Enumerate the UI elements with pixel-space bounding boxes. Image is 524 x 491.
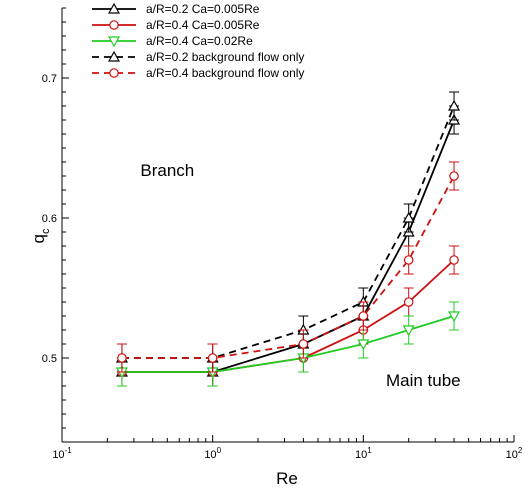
x-tick-label: 10-1 <box>52 446 72 461</box>
data-point <box>298 339 309 349</box>
x-tick-label: 100 <box>204 446 221 461</box>
x-tick-label-exp: 0 <box>217 446 222 455</box>
legend-label: a/R=0.4 Ca=0.02Re <box>146 34 253 48</box>
data-point <box>449 255 459 265</box>
data-point <box>448 99 461 111</box>
legend-entry: a/R=0.4 Ca=0.02Re <box>92 34 253 48</box>
x-tick-label: 101 <box>355 446 372 461</box>
data-point <box>358 311 369 321</box>
series-line <box>121 315 455 373</box>
y-tick-label: 0.5 <box>42 353 57 365</box>
y-tick-label: 0.7 <box>42 73 57 85</box>
data-point <box>403 297 414 307</box>
series-line <box>121 175 455 359</box>
annotations: Branch Main tube <box>140 161 460 390</box>
data-point <box>403 255 414 265</box>
data-point <box>402 211 415 223</box>
data-point <box>117 353 127 363</box>
legend-label: a/R=0.4 background flow only <box>146 66 304 80</box>
data-point <box>357 339 370 351</box>
legend-label: a/R=0.4 Ca=0.005Re <box>146 18 260 32</box>
legend: a/R=0.2 Ca=0.005Re a/R=0.4 Ca=0.005Re a/R=… <box>92 2 304 80</box>
legend-entry: a/R=0.4 Ca=0.005Re <box>92 18 260 32</box>
x-tick-label-base: 10 <box>506 449 518 461</box>
data-point <box>448 311 461 323</box>
x-tick-label-exp: 1 <box>367 446 372 455</box>
y-axis-label-main: q <box>29 234 48 243</box>
x-tick-label-exp: 2 <box>518 446 523 455</box>
legend-entry: a/R=0.2 Ca=0.005Re <box>92 2 260 16</box>
series-layer <box>115 91 461 387</box>
legend-marker <box>107 36 121 48</box>
legend-marker <box>107 2 121 14</box>
legend-marker <box>109 20 119 30</box>
x-tick-label-exp: -1 <box>65 446 73 455</box>
data-point <box>402 325 415 337</box>
annotation: Branch <box>140 161 194 180</box>
legend-entry: a/R=0.2 background flow only <box>92 50 304 64</box>
legend-label: a/R=0.2 background flow only <box>146 50 304 64</box>
x-tick-label-base: 10 <box>52 449 64 461</box>
legend-marker <box>107 50 121 62</box>
data-point <box>207 353 218 363</box>
x-tick-label-base: 10 <box>204 449 216 461</box>
legend-entry: a/R=0.4 background flow only <box>92 66 304 80</box>
y-tick-label: 0.6 <box>42 213 57 225</box>
annotation: Main tube <box>386 371 461 390</box>
legend-label: a/R=0.2 Ca=0.005Re <box>146 2 260 16</box>
x-tick-label: 102 <box>506 446 523 461</box>
y-axis-label-sub: c <box>40 228 52 234</box>
y-axis-label: qc <box>29 228 52 243</box>
legend-marker <box>109 68 119 78</box>
x-axis-label: Re <box>276 469 298 488</box>
series-4 <box>116 161 460 373</box>
x-tick-label-base: 10 <box>355 449 367 461</box>
data-point <box>449 171 459 181</box>
